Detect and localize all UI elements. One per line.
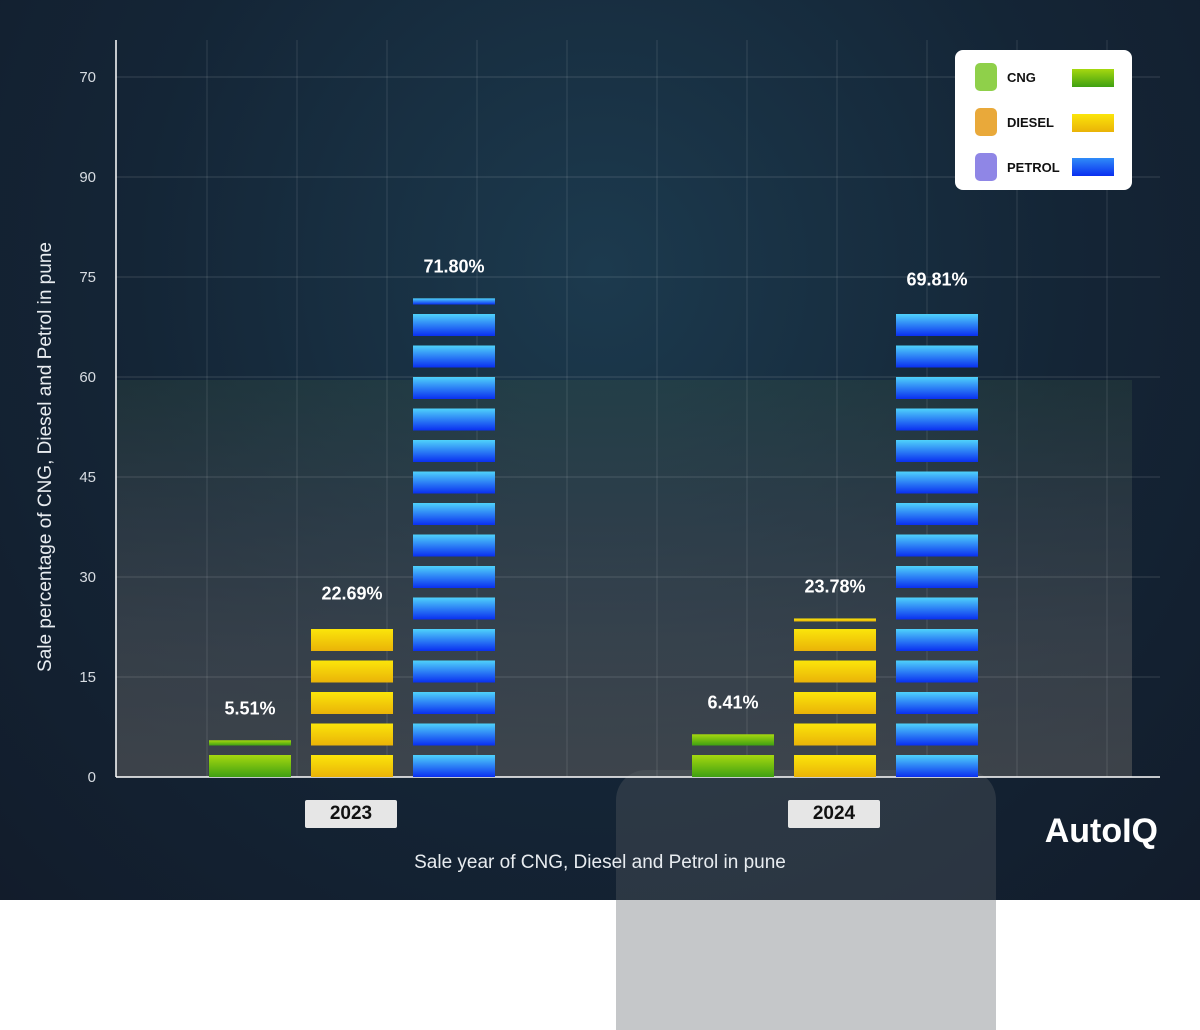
bar-segment: [413, 534, 495, 557]
bar-segment: [896, 723, 978, 746]
bar-segment: [794, 755, 876, 777]
bar-segment: [896, 377, 978, 399]
bar-diesel-2023: [311, 629, 393, 777]
y-tick-label: 30: [79, 569, 96, 586]
legend-swatch-cng: [1072, 69, 1114, 87]
bar-segment: [896, 345, 978, 368]
y-tick-label: 75: [79, 269, 96, 286]
bar-segment: [413, 755, 495, 777]
legend-item-cng: CNG: [975, 62, 1036, 92]
fuel-pump-icon: [975, 153, 997, 181]
bar-segment: [794, 660, 876, 683]
bar-segment: [692, 755, 774, 777]
bar-segment: [413, 597, 495, 620]
bar-segment: [896, 503, 978, 525]
bar-segment: [413, 298, 495, 305]
bar-segment: [896, 755, 978, 777]
bar-cng-2024: [692, 734, 774, 777]
bar-segment: [896, 440, 978, 462]
bar-segment: [311, 755, 393, 777]
bar-segment: [896, 597, 978, 620]
y-tick-label: 70: [79, 69, 96, 86]
gas-cylinder-icon: [975, 63, 997, 91]
bar-diesel-2024: [794, 618, 876, 777]
bar-segment: [311, 723, 393, 746]
x-axis-label: Sale year of CNG, Diesel and Petrol in p…: [414, 852, 786, 873]
bar-segment: [413, 345, 495, 368]
bar-segment: [896, 660, 978, 683]
bar-chart: 0 15 30 45 60 75 90 70 5.51% 22.69% 71.80% 6.41% 23.…: [79, 69, 978, 786]
legend-swatch-diesel: [1072, 114, 1114, 132]
bar-segment: [311, 660, 393, 683]
y-tick-label: 45: [79, 469, 96, 486]
bar-segment: [794, 629, 876, 651]
bar-segment: [413, 377, 495, 399]
bar-segment: [413, 471, 495, 494]
bar-segment: [794, 618, 876, 622]
bar-segment: [896, 534, 978, 557]
bar-segment: [311, 692, 393, 714]
data-label: 23.78%: [804, 576, 865, 596]
legend-label: CNG: [1007, 69, 1036, 85]
bar-petrol-2024: [896, 314, 978, 777]
bar-segment: [311, 629, 393, 651]
bar-cng-2023: [209, 740, 291, 777]
legend-swatch-petrol: [1072, 158, 1114, 176]
legend-item-diesel: DIESEL: [975, 107, 1054, 137]
brand-logo: AutoIQ: [1044, 812, 1158, 850]
bar-segment: [209, 755, 291, 777]
bar-segment: [794, 692, 876, 714]
y-tick-label: 15: [79, 669, 96, 686]
legend-item-petrol: PETROL: [975, 152, 1060, 182]
bar-segment: [209, 740, 291, 746]
bar-segment: [896, 629, 978, 651]
data-label: 71.80%: [423, 256, 484, 276]
bar-segment: [413, 314, 495, 336]
bar-segment: [413, 692, 495, 714]
bar-segment: [896, 692, 978, 714]
jerrycan-icon: [975, 108, 997, 136]
bar-segment: [692, 734, 774, 746]
y-axis-label: Sale percentage of CNG, Diesel and Petro…: [35, 242, 56, 672]
legend-label: DIESEL: [1007, 114, 1054, 130]
data-label: 69.81%: [906, 270, 967, 290]
bar-segment: [413, 723, 495, 746]
bar-segment: [413, 503, 495, 525]
x-tick-2024: 2024: [788, 800, 880, 828]
x-tick-2023: 2023: [305, 800, 397, 828]
data-label: 6.41%: [707, 692, 758, 712]
bar-petrol-2023: [413, 298, 495, 777]
y-tick-label: 90: [79, 169, 96, 186]
data-label: 5.51%: [224, 698, 275, 718]
bar-segment: [413, 440, 495, 462]
data-label: 22.69%: [321, 584, 382, 604]
bar-segment: [794, 723, 876, 746]
bar-segment: [413, 566, 495, 588]
bar-segment: [896, 471, 978, 494]
legend: CNG DIESEL PETROL: [955, 50, 1132, 190]
legend-label: PETROL: [1007, 159, 1060, 175]
bar-segment: [413, 408, 495, 431]
y-tick-label: 0: [88, 769, 96, 786]
bar-segment: [896, 408, 978, 431]
bar-segment: [896, 314, 978, 336]
bar-segment: [896, 566, 978, 588]
bar-segment: [413, 660, 495, 683]
bar-segment: [413, 629, 495, 651]
y-tick-label: 60: [79, 369, 96, 386]
